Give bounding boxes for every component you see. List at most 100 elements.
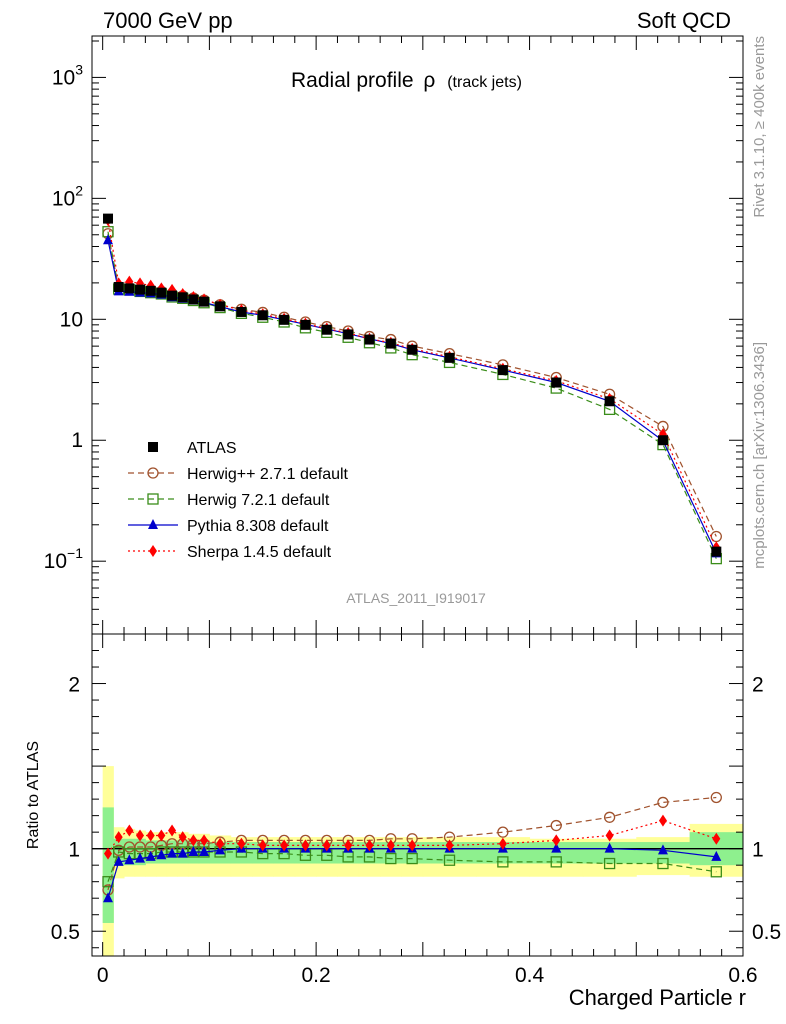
main-point-atlas	[124, 283, 135, 294]
ratio-point-pythia	[188, 845, 199, 856]
ratio-point-sherpa	[200, 834, 209, 847]
main-point-atlas	[145, 285, 156, 296]
ratio-point-pythia	[604, 842, 615, 853]
ratio-point-sherpa	[344, 839, 353, 852]
ratio-point-sherpa	[498, 837, 507, 850]
ratio-point-herwigpp	[550, 819, 562, 832]
ratio-point-sherpa	[104, 847, 113, 860]
ratio-band-inner	[529, 842, 584, 864]
ratio-point-pythia	[124, 854, 135, 865]
ratio-band-inner	[102, 807, 114, 923]
ratio-point-pythia	[711, 850, 722, 861]
main-point-atlas	[343, 329, 354, 340]
main-point-atlas	[497, 365, 508, 376]
ratio-x-tick-label: 0.6	[728, 964, 757, 987]
ratio-point-sherpa	[168, 824, 177, 837]
main-point-atlas	[321, 324, 332, 335]
ratio-band-inner	[476, 842, 531, 864]
main-title-symbol: ρ	[423, 69, 435, 92]
main-point-atlas	[364, 334, 375, 345]
main-point-atlas	[300, 319, 311, 330]
ratio-point-sherpa	[408, 839, 417, 852]
ratio-point-pythia	[145, 850, 156, 861]
ratio-point-sherpa	[605, 829, 614, 842]
main-point-atlas	[188, 294, 199, 305]
main-line-herwigpp	[107, 233, 717, 537]
legend: ATLAS Herwig++ 2.7.1 default Herwig 7.2.1 …	[128, 440, 349, 561]
ratio-point-sherpa	[386, 839, 395, 852]
ratio-point-sherpa	[216, 837, 225, 850]
main-point-atlas	[385, 338, 396, 349]
main-series-herwig7	[102, 226, 722, 565]
main-point-atlas	[177, 292, 188, 303]
ratio-point-sherpa	[712, 832, 721, 845]
ratio-point-sherpa	[658, 814, 667, 827]
ratio-y-tick-label: 0.5	[51, 921, 80, 944]
main-point-atlas	[711, 546, 722, 557]
legend-marker-herwigpp	[147, 467, 159, 479]
main-point-atlas	[279, 314, 290, 325]
ratio-point-herwig7	[443, 854, 456, 866]
legend-marker-sherpa	[149, 545, 157, 557]
main-title: Radial profile ρ (track jets)	[291, 69, 522, 92]
ratio-point-pythia	[135, 852, 146, 863]
main-point-atlas	[407, 344, 418, 355]
ratio-x-tick-label: 0	[97, 964, 109, 987]
main-point-atlas	[199, 296, 210, 307]
main-y-tick-label: 10	[60, 308, 83, 331]
ratio-point-pythia	[177, 847, 188, 858]
ratio-point-sherpa	[178, 831, 187, 844]
ratio-point-herwigpp	[603, 811, 616, 823]
ratio-point-sherpa	[280, 839, 289, 852]
legend-label-pythia: Pythia 8.308 default	[187, 518, 329, 535]
main-point-atlas	[215, 301, 226, 312]
ratio-plot-panel: 0 0.2 0.4 0.6 2 2 1 1 0.5 0.5 Ratio to ATLAS Char…	[25, 633, 781, 1010]
ratio-line-herwigpp	[107, 796, 717, 891]
ratio-point-sherpa	[146, 829, 155, 842]
ratio-ylabel: Ratio to ATLAS	[25, 741, 42, 849]
ratio-point-sherpa	[157, 829, 166, 842]
ratio-band-inner	[582, 842, 637, 864]
ratio-point-pythia	[167, 847, 178, 858]
legend-entry-herwig7: Herwig 7.2.1 default	[128, 492, 330, 509]
ratio-point-sherpa	[322, 839, 331, 852]
ratio-point-pythia	[156, 849, 167, 860]
ratio-plot-frame	[91, 633, 744, 957]
rivet-label: Rivet 3.1.10, ≥ 400k events	[751, 36, 768, 218]
legend-label-atlas: ATLAS	[187, 440, 237, 457]
ratio-point-herwig7	[406, 852, 418, 865]
main-y-tick-label: 10−1	[44, 545, 84, 573]
ratio-line-herwig7	[107, 851, 717, 882]
ratio-point-herwig7	[550, 856, 562, 868]
ratio-point-pythia	[103, 892, 114, 903]
ratio-y-tick-label-right: 1	[752, 839, 764, 862]
ratio-x-tick-label: 0.2	[302, 964, 331, 987]
ratio-axis-ticks: 0 0.2 0.4 0.6 2 2 1 1 0.5 0.5	[51, 634, 781, 987]
ratio-point-pythia	[657, 844, 668, 855]
main-point-atlas	[551, 377, 562, 388]
ratio-point-sherpa	[258, 839, 267, 852]
main-point-atlas	[156, 287, 167, 298]
ratio-xlabel: Charged Particle r	[569, 985, 746, 1010]
main-line-herwig7	[107, 231, 717, 559]
ratio-point-sherpa	[136, 829, 145, 842]
main-point-atlas	[113, 281, 124, 292]
ratio-series-sherpa	[104, 814, 721, 860]
ratio-point-pythia	[199, 845, 210, 856]
legend-label-herwigpp: Herwig++ 2.7.1 default	[187, 466, 349, 483]
ratio-series-group	[102, 791, 722, 903]
header-left: 7000 GeV pp	[103, 8, 233, 33]
legend-marker-herwig7	[147, 493, 159, 505]
ratio-point-sherpa	[552, 834, 561, 847]
main-y-tick-label: 1	[71, 429, 83, 452]
main-title-suffix: (track jets)	[447, 74, 522, 91]
ratio-point-herwig7	[657, 857, 669, 870]
legend-marker-pythia	[148, 519, 158, 529]
legend-entry-herwigpp: Herwig++ 2.7.1 default	[128, 466, 349, 483]
ratio-band-inner	[422, 842, 477, 864]
legend-entry-atlas: ATLAS	[148, 440, 237, 457]
main-point-atlas	[236, 306, 247, 317]
